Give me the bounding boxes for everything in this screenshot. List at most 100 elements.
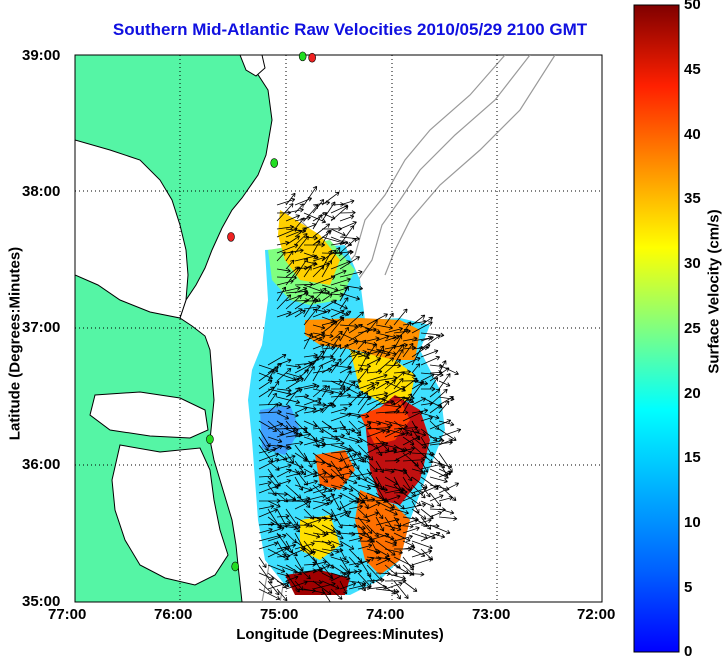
- velocity-arrow: [285, 207, 304, 214]
- velocity-arrow: [330, 468, 348, 484]
- velocity-arrow: [411, 486, 428, 494]
- velocity-arrow: [276, 294, 292, 310]
- velocity-arrow: [267, 392, 277, 406]
- velocity-arrow: [258, 420, 278, 432]
- velocity-arrow: [366, 373, 388, 382]
- velocity-arrow: [339, 350, 356, 366]
- velocity-arrow: [330, 335, 341, 350]
- velocity-arrow: [402, 556, 414, 571]
- velocity-arrow: [294, 295, 315, 310]
- velocity-arrow: [267, 581, 290, 590]
- velocity-arrow: [339, 366, 352, 374]
- velocity-arrow: [276, 454, 296, 462]
- colorbar: [633, 4, 680, 653]
- velocity-arrow: [312, 367, 333, 374]
- velocity-arrow: [375, 357, 395, 374]
- velocity-arrow: [384, 379, 396, 390]
- velocity-arrow: [267, 380, 280, 398]
- velocity-arrow: [393, 431, 409, 438]
- velocity-arrow: [393, 425, 419, 431]
- velocity-arrow: [339, 453, 357, 462]
- velocity-arrow: [411, 484, 426, 499]
- velocity-arrow: [321, 345, 336, 351]
- velocity-arrow: [375, 375, 398, 382]
- velocity-arrow: [366, 532, 390, 542]
- velocity-arrow: [285, 294, 302, 310]
- velocity-arrow: [321, 588, 331, 602]
- velocity-arrow: [321, 230, 331, 246]
- velocity-arrow: [411, 468, 424, 474]
- velocity-arrow: [312, 214, 323, 230]
- velocity-arrow: [339, 250, 352, 262]
- velocity-arrow: [366, 429, 386, 438]
- velocity-arrow: [321, 293, 333, 302]
- velocity-arrow: [339, 340, 359, 350]
- velocity-arrow: [330, 380, 346, 389]
- velocity-arrow: [393, 534, 413, 542]
- velocity-arrow: [393, 580, 409, 599]
- velocity-arrow: [384, 447, 397, 454]
- colorbar-tick: 30: [684, 255, 701, 272]
- velocity-arrow: [258, 580, 273, 594]
- velocity-arrow: [276, 543, 297, 550]
- velocity-arrow: [411, 314, 426, 326]
- velocity-arrow: [267, 422, 284, 430]
- colorbar-tick: 10: [684, 514, 701, 531]
- velocity-arrow: [438, 516, 458, 521]
- velocity-arrow: [267, 580, 280, 596]
- velocity-arrow: [339, 343, 349, 358]
- velocity-arrow: [339, 286, 349, 302]
- velocity-arrow: [321, 259, 332, 278]
- velocity-arrow: [339, 381, 356, 398]
- velocity-arrow: [330, 572, 347, 582]
- velocity-arrow: [321, 343, 330, 358]
- velocity-arrow: [375, 557, 391, 566]
- velocity-arrow: [420, 373, 435, 382]
- velocity-arrow: [330, 387, 346, 406]
- y-tick: 37:00: [22, 319, 61, 336]
- velocity-arrow: [312, 287, 327, 302]
- velocity-arrow: [276, 286, 301, 294]
- colorbar-tick: 5: [684, 579, 693, 596]
- velocity-arrow: [321, 487, 337, 494]
- velocity-arrow: [339, 582, 357, 590]
- velocity-arrow: [411, 540, 433, 550]
- velocity-arrow: [258, 484, 280, 494]
- velocity-arrow: [375, 399, 395, 406]
- velocity-arrow: [402, 526, 420, 534]
- delaware-bay: [239, 55, 266, 77]
- velocity-arrow: [420, 500, 435, 508]
- velocity-arrow: [276, 243, 299, 254]
- velocity-arrow: [258, 436, 269, 451]
- velocity-arrow: [285, 412, 299, 418]
- velocity-arrow: [303, 332, 323, 342]
- velocity-arrow: [294, 369, 309, 382]
- velocity-arrow: [348, 436, 363, 443]
- velocity-arrow: [330, 300, 348, 310]
- velocity-arrow: [357, 327, 377, 334]
- velocity-arrow: [384, 564, 398, 576]
- velocity-arrow: [429, 484, 450, 492]
- colorbar-tick: 25: [684, 320, 701, 337]
- velocity-arrow: [348, 350, 367, 358]
- y-tick: 38:00: [22, 183, 61, 200]
- velocity-arrow: [276, 396, 300, 405]
- velocity-arrow: [420, 332, 445, 338]
- velocity-arrow: [429, 524, 451, 535]
- velocity-arrow: [312, 564, 331, 574]
- velocity-arrow: [411, 380, 424, 398]
- velocity-arrow: [402, 580, 418, 592]
- velocity-arrow: [330, 240, 349, 246]
- velocity-arrow: [294, 257, 308, 278]
- velocity-arrow: [348, 328, 370, 342]
- velocity-arrow: [303, 384, 320, 390]
- x-tick: 75:00: [260, 606, 299, 623]
- velocity-arrow: [384, 524, 402, 532]
- velocity-arrow: [348, 583, 366, 590]
- velocity-arrow: [339, 540, 355, 550]
- velocity-arrow: [393, 328, 409, 342]
- velocity-arrow: [348, 324, 363, 334]
- velocity-arrow: [330, 330, 343, 342]
- station-marker: [206, 434, 214, 445]
- velocity-arrow: [285, 308, 303, 318]
